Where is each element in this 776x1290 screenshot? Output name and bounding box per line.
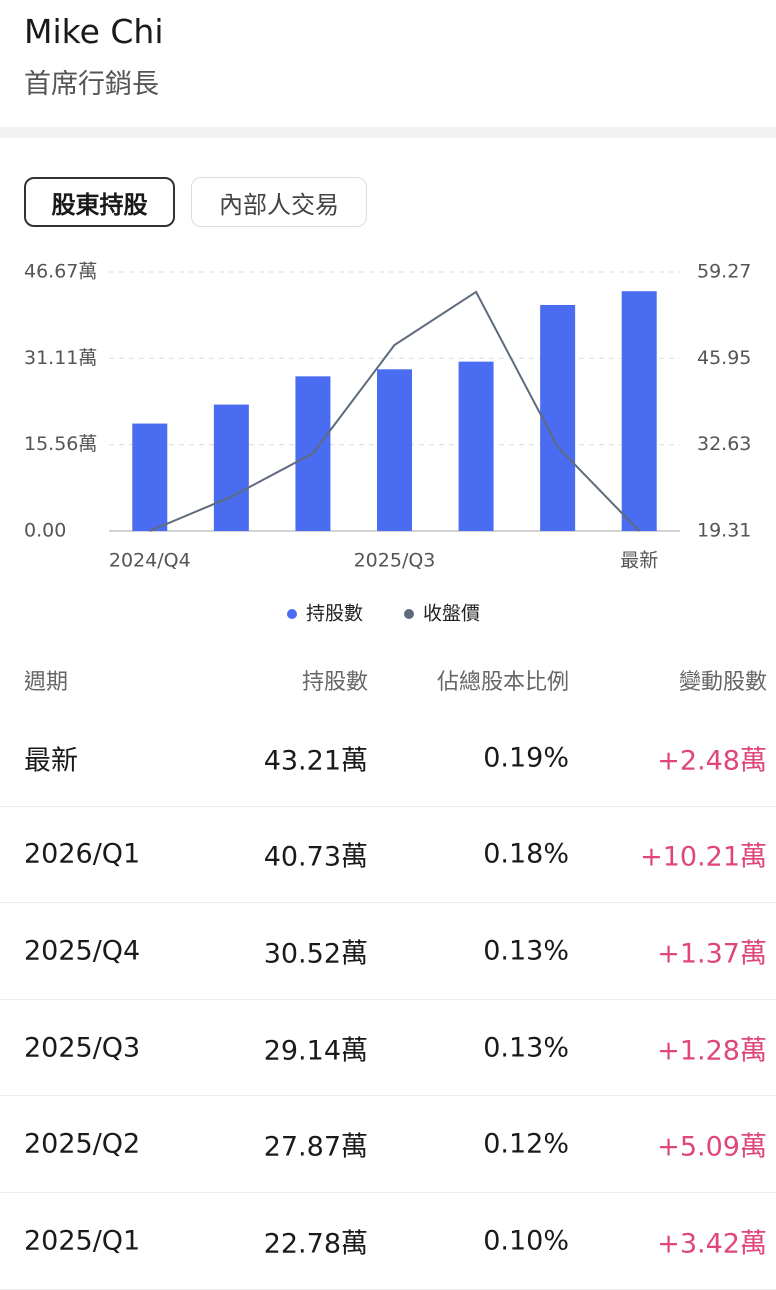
table-row: 2025/Q1 22.78萬 0.10% +3.42萬	[0, 1193, 776, 1290]
x-tick-label: 最新	[620, 550, 658, 572]
bar	[621, 291, 657, 531]
divider	[0, 127, 776, 138]
bar	[213, 404, 249, 531]
table-row: 2026/Q1 40.73萬 0.18% +10.21萬	[0, 807, 776, 904]
column-header: 週期	[24, 670, 69, 695]
legend-marker	[287, 609, 297, 619]
table-cell: 29.14萬	[263, 1035, 368, 1067]
y2-tick-label: 32.63	[697, 433, 751, 455]
table-cell: +10.21萬	[640, 841, 767, 873]
x-tick-label: 2024/Q4	[109, 550, 191, 572]
tab[interactable]: 股東持股	[24, 177, 175, 227]
table-cell: 2025/Q4	[24, 935, 141, 967]
y-tick-label: 0.00	[24, 520, 66, 542]
table-cell: 2026/Q1	[24, 838, 141, 870]
table-row: 最新 43.21萬 0.19% +2.48萬	[0, 710, 776, 807]
y-tick-label: 31.11萬	[24, 347, 97, 369]
price-line	[149, 290, 640, 532]
bar	[377, 369, 412, 531]
legend-marker	[404, 609, 414, 619]
y2-tick-label: 45.95	[697, 347, 751, 369]
table-row: 2025/Q2 27.87萬 0.12% +5.09萬	[0, 1096, 776, 1193]
column-header: 變動股數	[678, 670, 767, 695]
table-cell: 0.13%	[483, 1032, 569, 1064]
bar	[540, 304, 576, 531]
table-cell: 最新	[24, 745, 78, 777]
table-header: 週期 持股數 佔總股本比例 變動股數	[0, 650, 776, 710]
table-cell: 22.78萬	[263, 1228, 368, 1260]
person-title: 首席行銷長	[24, 69, 159, 100]
table-cell: 40.73萬	[263, 841, 368, 873]
table-cell: 30.52萬	[263, 938, 368, 970]
column-header: 佔總股本比例	[436, 670, 569, 695]
table-cell: 0.10%	[483, 1225, 569, 1257]
table-cell: 0.12%	[483, 1128, 569, 1160]
y-tick-label: 46.67萬	[24, 261, 97, 283]
table-cell: 43.21萬	[263, 745, 368, 777]
y-tick-label: 15.56萬	[24, 433, 97, 455]
y2-tick-label: 59.27	[697, 261, 751, 283]
bar	[458, 361, 494, 531]
chart: 0.00 15.56萬 31.11萬 46.67萬 19.31 32.63 45.95 59.…	[24, 261, 751, 625]
legend-label: 收盤價	[423, 603, 480, 625]
table-cell: 0.19%	[483, 742, 569, 774]
table-row: 2025/Q4 30.52萬 0.13% +1.37萬	[0, 903, 776, 1000]
table-cell: 2025/Q3	[24, 1032, 141, 1064]
table-cell: 0.18%	[483, 838, 569, 870]
table-row: 2025/Q3 29.14萬 0.13% +1.28萬	[0, 1000, 776, 1097]
holdings-table: 週期 持股數 佔總股本比例 變動股數最新 43.21萬 0.19% +2.48萬 2026/Q…	[0, 650, 776, 1290]
y2-tick-label: 19.31	[697, 520, 751, 542]
table-cell: +1.37萬	[657, 938, 767, 970]
person-name: Mike Chi	[24, 12, 164, 51]
table-cell: +1.28萬	[657, 1035, 767, 1067]
table-cell: 27.87萬	[263, 1131, 368, 1163]
tab[interactable]: 內部人交易	[191, 177, 367, 227]
x-tick-label: 2025/Q3	[354, 550, 436, 572]
table-cell: 2025/Q1	[24, 1225, 141, 1257]
table-cell: +2.48萬	[657, 745, 767, 777]
table-cell: +3.42萬	[657, 1228, 767, 1260]
column-header: 持股數	[301, 670, 368, 695]
bar	[132, 423, 168, 531]
table-cell: 2025/Q2	[24, 1128, 141, 1160]
legend-label: 持股數	[306, 603, 363, 625]
table-cell: +5.09萬	[657, 1131, 767, 1163]
table-cell: 0.13%	[483, 935, 569, 967]
